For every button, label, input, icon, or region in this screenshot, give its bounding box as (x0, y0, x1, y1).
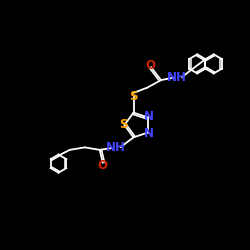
Text: N: N (144, 110, 154, 124)
Text: NH: NH (106, 142, 126, 154)
Text: O: O (145, 58, 155, 71)
Text: S: S (129, 90, 138, 102)
Text: NH: NH (167, 71, 187, 84)
Text: N: N (144, 126, 154, 140)
Text: S: S (119, 118, 128, 132)
Text: O: O (98, 159, 108, 172)
